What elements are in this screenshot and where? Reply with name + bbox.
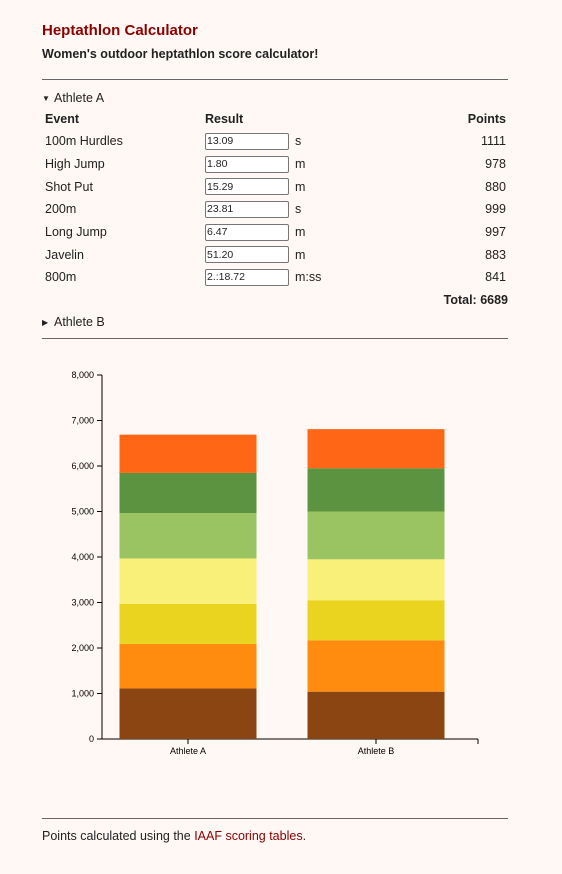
y-tick-label: 2,000 — [71, 643, 94, 653]
athlete-b-toggle[interactable]: ▶ Athlete B — [42, 315, 105, 329]
x-tick-label: Athlete A — [170, 746, 206, 756]
table-row: High Jump m 978 — [42, 153, 508, 176]
bar-segment — [307, 559, 445, 601]
bar-segment — [119, 513, 257, 559]
total-row: Total: 6689 — [42, 289, 508, 312]
stacked-bar-chart: 0 1,000 2,000 3,000 4,000 5,000 6,000 7,000 8,00… — [71, 370, 479, 756]
y-tick-label: 4,000 — [71, 552, 94, 562]
column-header-unit — [291, 108, 375, 130]
x-axis: Athlete A Athlete B — [102, 738, 479, 756]
page-title: Heptathlon Calculator — [42, 22, 198, 39]
x-tick-label: Athlete B — [358, 746, 395, 756]
table-row: Javelin m 883 — [42, 243, 508, 266]
y-tick-label: 1,000 — [71, 689, 94, 699]
event-name: 800m — [45, 270, 77, 285]
y-tick-label: 0 — [89, 734, 94, 744]
result-input-long-jump[interactable] — [205, 223, 289, 241]
event-unit: m — [295, 247, 306, 262]
table-row: 200m s 999 — [42, 198, 508, 221]
bar-segment — [119, 603, 257, 644]
event-points: 841 — [485, 270, 506, 285]
table-row: 800m m:ss 841 — [42, 266, 508, 289]
table-row: Shot Put m 880 — [42, 175, 508, 198]
y-tick-label: 3,000 — [71, 598, 94, 608]
bars — [119, 429, 445, 739]
athlete-a-toggle[interactable]: ▼ Athlete A — [42, 91, 104, 105]
bar-segment — [119, 558, 257, 604]
y-tick-label: 5,000 — [71, 507, 94, 517]
footer-suffix: . — [302, 829, 307, 843]
bar-segment — [307, 429, 445, 469]
bar-segment — [119, 434, 257, 473]
result-input-800m[interactable] — [205, 268, 289, 286]
divider — [42, 79, 508, 80]
divider — [42, 338, 508, 339]
event-unit: m — [295, 225, 306, 240]
result-input-100m-hurdles[interactable] — [205, 132, 289, 150]
event-name: 100m Hurdles — [45, 134, 123, 149]
event-unit: m — [295, 179, 306, 194]
bar-segment — [307, 691, 445, 739]
athlete-b-label: Athlete B — [54, 315, 105, 329]
divider — [42, 818, 508, 819]
event-points: 880 — [485, 179, 506, 194]
event-points: 1111 — [480, 134, 506, 149]
bar-segment — [119, 688, 257, 739]
event-name: Long Jump — [45, 225, 107, 240]
iaaf-scoring-link[interactable]: IAAF scoring tables — [194, 829, 303, 843]
event-unit: s — [295, 134, 302, 149]
event-name: Shot Put — [45, 179, 93, 194]
table-row: 100m Hurdles s 1111 — [42, 130, 508, 153]
bar-segment — [307, 600, 445, 641]
athlete-a-table: Event Result Points 100m Hurdles s 1111 … — [42, 108, 508, 312]
event-name: 200m — [45, 202, 77, 217]
column-header-result: Result — [205, 112, 244, 126]
bar-segment — [307, 468, 445, 512]
event-points: 978 — [485, 157, 506, 172]
bar-segment — [119, 472, 257, 514]
bar-segment — [307, 640, 445, 692]
result-input-200m[interactable] — [205, 200, 289, 218]
bar-segment — [307, 511, 445, 560]
y-axis: 0 1,000 2,000 3,000 4,000 5,000 6,000 7,000 8,00… — [71, 370, 103, 744]
page-subtitle: Women's outdoor heptathlon score calcula… — [42, 47, 319, 61]
result-input-shot-put[interactable] — [205, 178, 289, 196]
bar-segment — [119, 643, 257, 689]
triangle-right-icon: ▶ — [42, 317, 49, 327]
athlete-a-label: Athlete A — [54, 91, 105, 105]
column-header-event: Event — [45, 112, 80, 126]
table-header-row: Event Result Points — [42, 108, 508, 130]
footer-text: Points calculated using the — [42, 829, 195, 843]
event-unit: m:ss — [295, 270, 322, 285]
column-header-points: Points — [467, 112, 506, 126]
footer: Points calculated using the IAAF scoring… — [42, 829, 306, 843]
y-tick-label: 6,000 — [71, 461, 94, 471]
event-name: High Jump — [45, 157, 105, 172]
event-points: 997 — [485, 225, 506, 240]
event-points: 999 — [485, 202, 506, 217]
triangle-down-icon: ▼ — [42, 93, 50, 103]
event-unit: m — [295, 157, 306, 172]
y-tick-label: 8,000 — [71, 370, 94, 380]
event-unit: s — [295, 202, 302, 217]
table-row: Long Jump m 997 — [42, 221, 508, 244]
event-name: Javelin — [45, 247, 84, 262]
total-points: Total: 6689 — [443, 293, 508, 308]
event-points: 883 — [485, 247, 506, 262]
result-input-javelin[interactable] — [205, 246, 289, 264]
y-tick-label: 7,000 — [71, 416, 94, 426]
result-input-high-jump[interactable] — [205, 155, 289, 173]
